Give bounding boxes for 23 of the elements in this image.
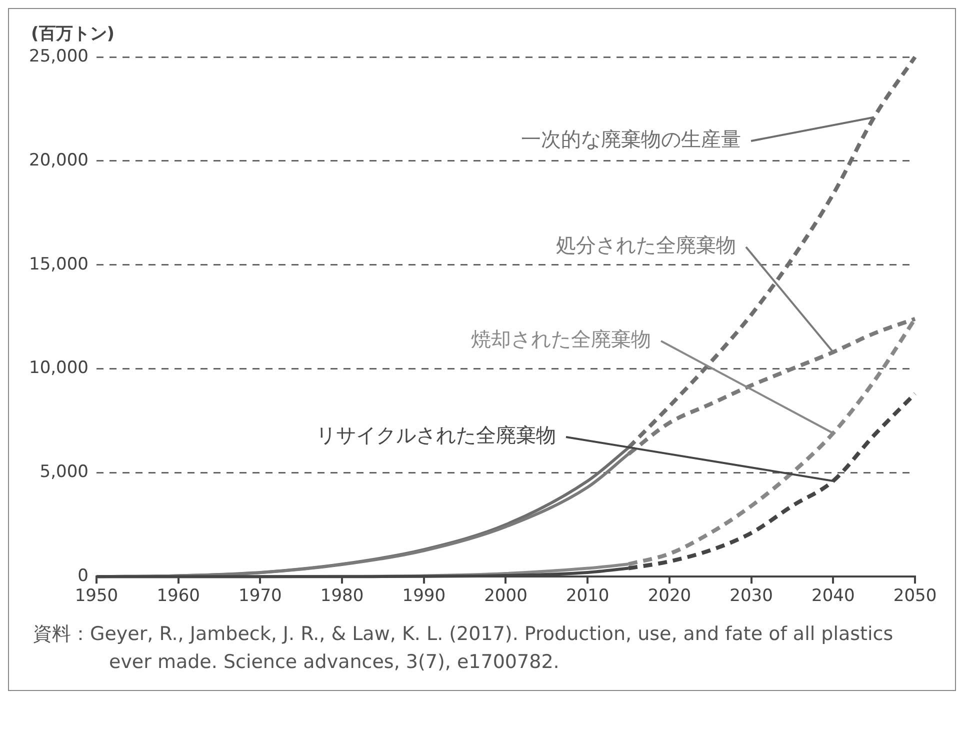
x-tick-label: 1970 [238,586,282,606]
x-tick-label: 1950 [74,586,118,606]
x-tick-label: 2050 [893,586,937,606]
x-tick-label: 2000 [484,586,528,606]
y-tick-label: 25,000 [29,46,88,66]
y-axis-title: (百万トン) [31,24,115,44]
x-tick-label: 2040 [812,586,855,606]
text: 焼却された全廃棄物 [471,327,651,352]
x-tick-label: 1990 [402,586,446,606]
x-tick-label: 1980 [320,586,364,606]
text: リサイクルされた全廃棄物 [316,423,556,448]
text: 一次的な廃棄物の生産量 [521,127,741,152]
x-tick-label: 2030 [730,586,773,606]
x-tick-label: 2020 [648,586,692,606]
y-tick-label: 5,000 [40,462,88,482]
y-tick-label: 15,000 [29,254,88,274]
y-tick-label: 0 [78,566,88,586]
text: 資料：Geyer, R., Jambeck, J. R., & Law, K. L. (2017). Production, use, and fate of all plastics ever made. Science advances, 3(7), e1700782. [32,622,894,675]
y-tick-label: 20,000 [29,150,88,170]
y-tick-label: 10,000 [29,358,88,378]
text: 処分された全廃棄物 [556,233,736,258]
x-tick-label: 2010 [566,586,610,606]
x-tick-label: 1960 [156,586,200,606]
